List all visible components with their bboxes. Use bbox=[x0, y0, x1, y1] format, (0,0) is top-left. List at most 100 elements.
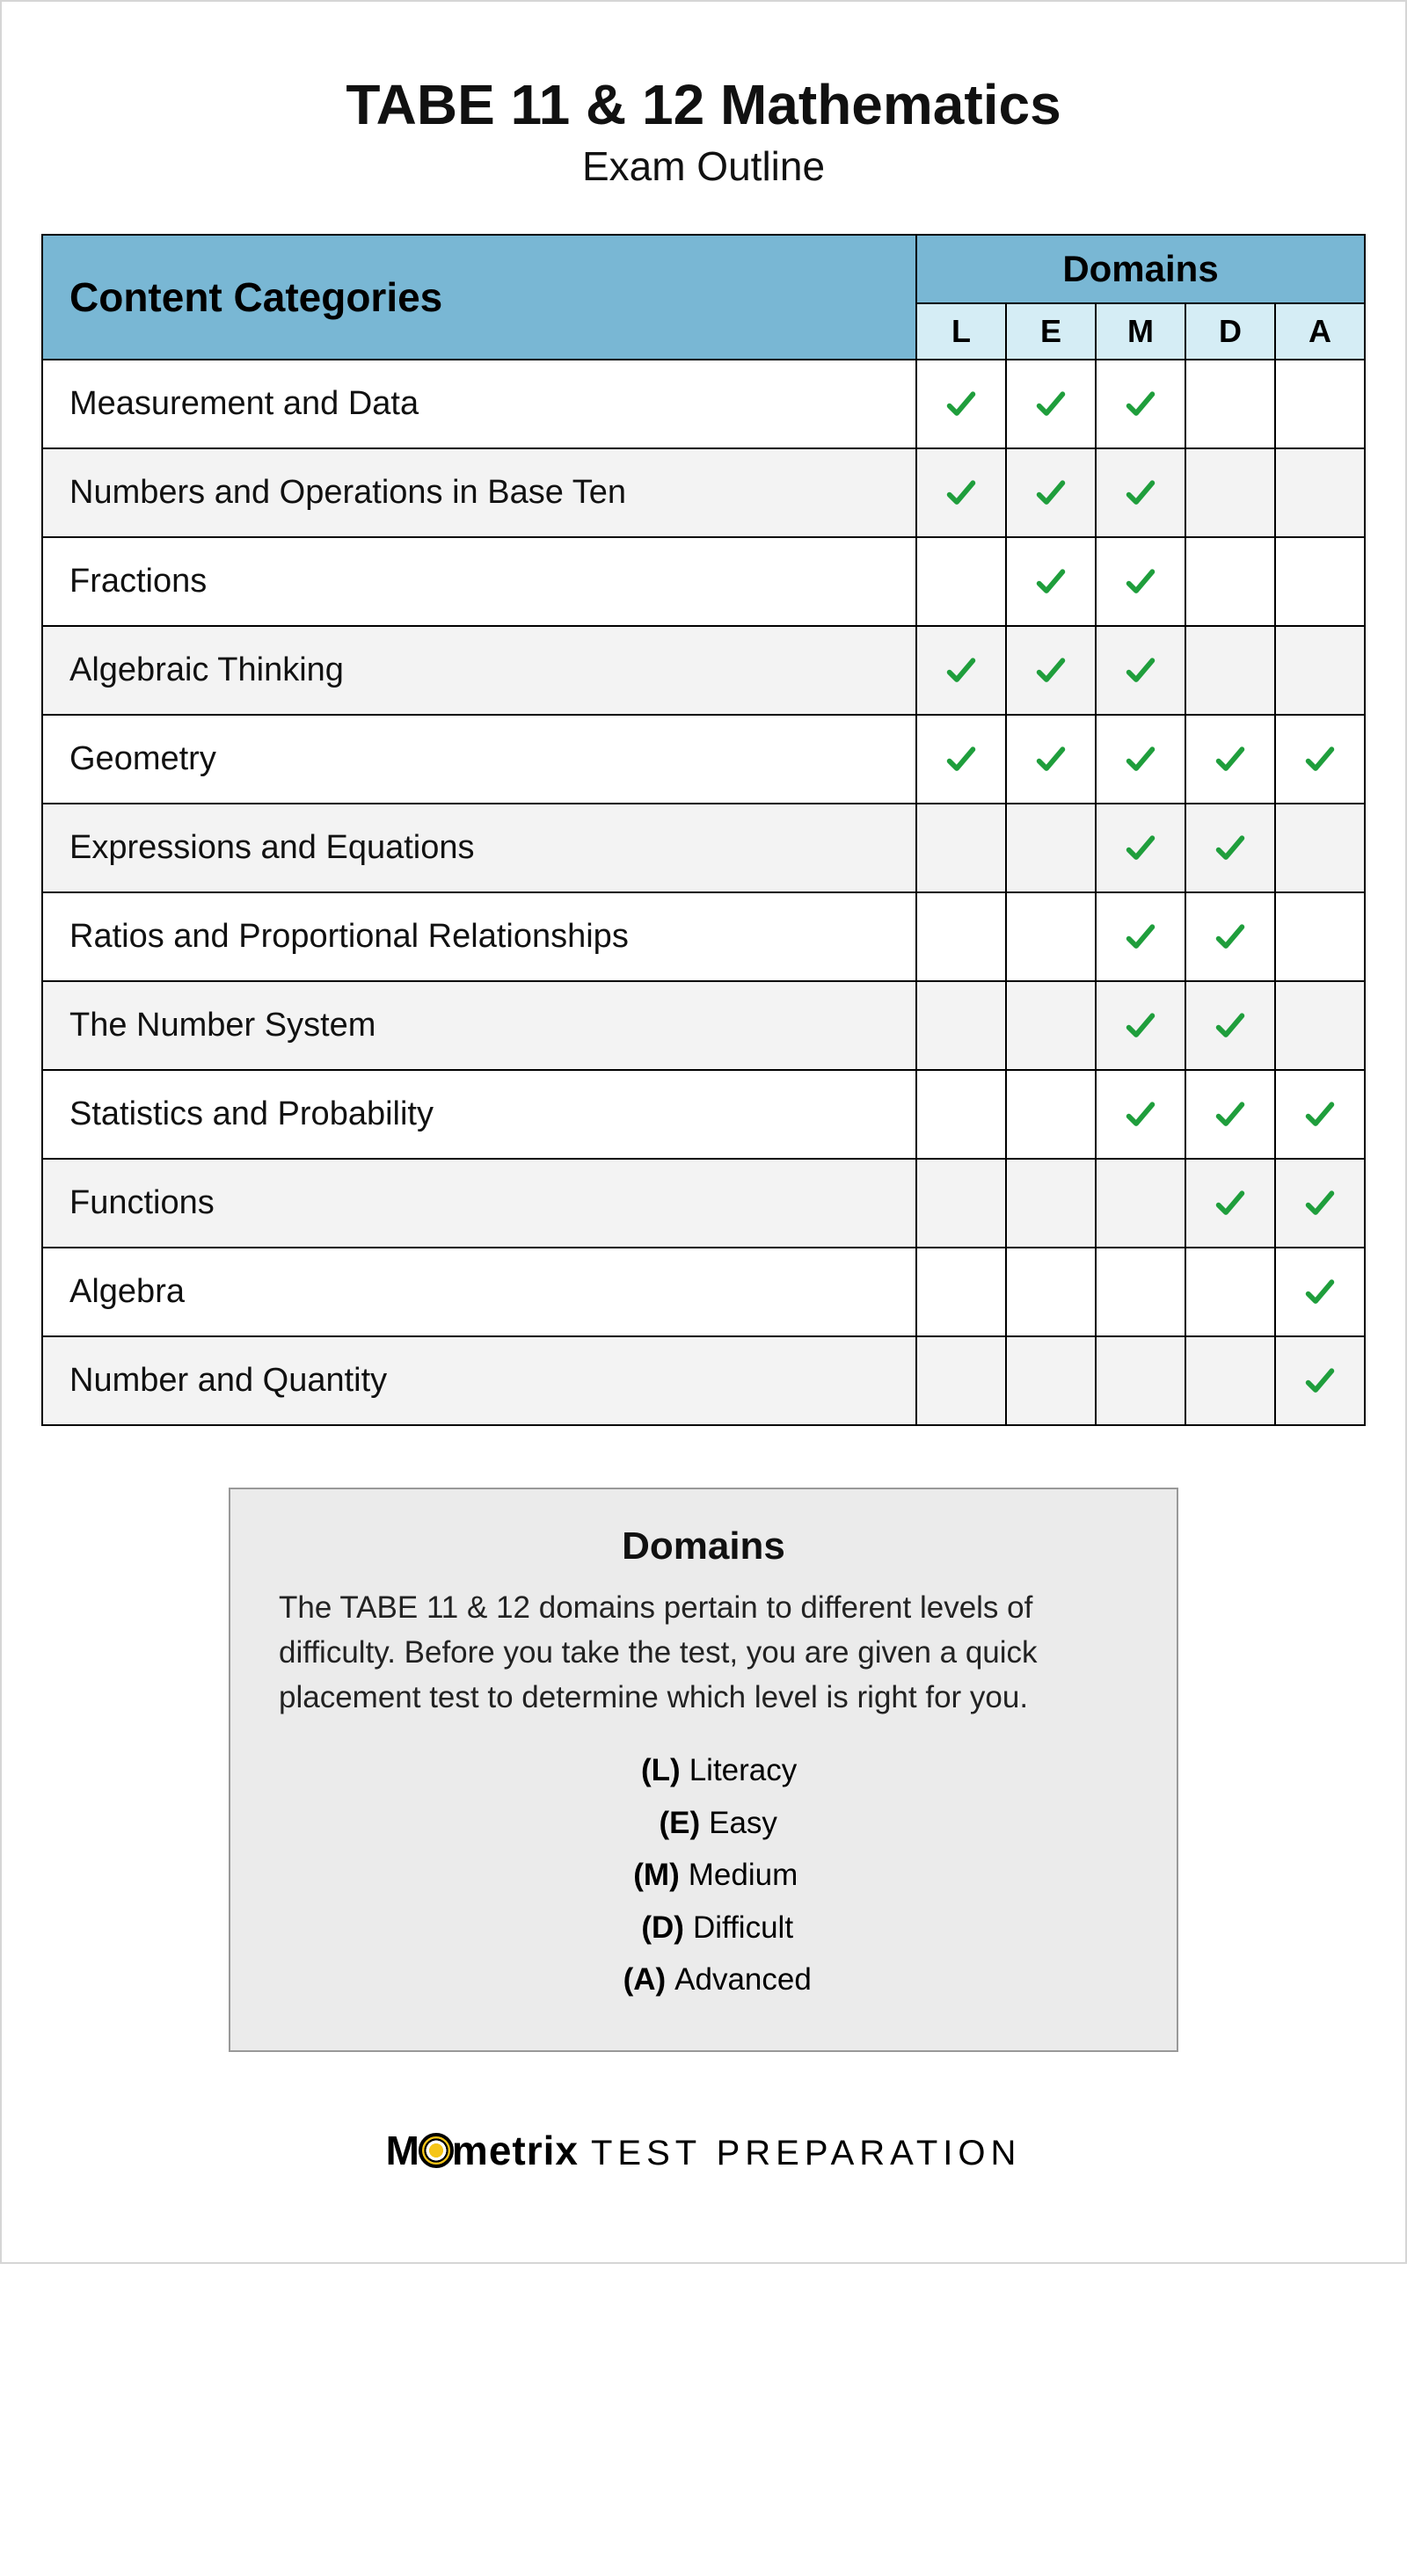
legend-item: (L)Literacy bbox=[279, 1744, 1128, 1797]
bullseye-icon bbox=[419, 2133, 454, 2168]
row-check-cell bbox=[1275, 1248, 1365, 1336]
check-icon bbox=[1123, 831, 1158, 866]
row-check-cell bbox=[916, 537, 1006, 626]
check-icon bbox=[1033, 742, 1068, 777]
header-domain-d: D bbox=[1185, 303, 1275, 360]
legend-item: (M)Medium bbox=[279, 1849, 1128, 1902]
row-check-cell bbox=[1006, 626, 1096, 715]
header-domains: Domains bbox=[916, 235, 1365, 303]
check-icon bbox=[1213, 831, 1248, 866]
check-icon bbox=[1033, 564, 1068, 600]
table-row: Geometry bbox=[42, 715, 1365, 804]
row-check-cell bbox=[1006, 892, 1096, 981]
row-check-cell bbox=[1096, 804, 1185, 892]
row-label: Fractions bbox=[42, 537, 916, 626]
check-icon bbox=[944, 387, 979, 422]
row-check-cell bbox=[1275, 1159, 1365, 1248]
legend-key: (M) bbox=[609, 1849, 680, 1902]
check-icon bbox=[1033, 653, 1068, 688]
legend-value: Advanced bbox=[666, 1954, 812, 2006]
check-icon bbox=[944, 476, 979, 511]
table-row: Ratios and Proportional Relationships bbox=[42, 892, 1365, 981]
check-icon bbox=[1123, 476, 1158, 511]
row-check-cell bbox=[916, 1336, 1006, 1425]
header-domain-a: A bbox=[1275, 303, 1365, 360]
header-domain-l: L bbox=[916, 303, 1006, 360]
legend-item: (E)Easy bbox=[279, 1797, 1128, 1850]
brand-m: M bbox=[386, 2128, 420, 2173]
row-check-cell bbox=[1185, 626, 1275, 715]
row-check-cell bbox=[1275, 626, 1365, 715]
row-check-cell bbox=[916, 804, 1006, 892]
check-icon bbox=[1302, 1097, 1338, 1132]
row-check-cell bbox=[1185, 1336, 1275, 1425]
check-icon bbox=[1123, 564, 1158, 600]
row-check-cell bbox=[916, 892, 1006, 981]
page-subtitle: Exam Outline bbox=[41, 142, 1366, 190]
row-check-cell bbox=[916, 1070, 1006, 1159]
row-label: Algebra bbox=[42, 1248, 916, 1336]
legend-value: Difficult bbox=[684, 1902, 793, 1954]
check-icon bbox=[1123, 653, 1158, 688]
page-title: TABE 11 & 12 Mathematics bbox=[41, 72, 1366, 137]
table-row: Numbers and Operations in Base Ten bbox=[42, 448, 1365, 537]
row-check-cell bbox=[1185, 360, 1275, 448]
row-check-cell bbox=[1185, 981, 1275, 1070]
page-container: TABE 11 & 12 Mathematics Exam Outline Co… bbox=[0, 0, 1407, 2264]
brand-tagline: TEST PREPARATION bbox=[591, 2134, 1021, 2172]
row-check-cell bbox=[1096, 1159, 1185, 1248]
row-check-cell bbox=[1006, 360, 1096, 448]
header-domain-m: M bbox=[1096, 303, 1185, 360]
row-check-cell bbox=[1096, 1336, 1185, 1425]
row-check-cell bbox=[1185, 804, 1275, 892]
check-icon bbox=[1302, 1186, 1338, 1221]
row-check-cell bbox=[1275, 1336, 1365, 1425]
check-icon bbox=[944, 653, 979, 688]
table-row: Algebraic Thinking bbox=[42, 626, 1365, 715]
row-label: The Number System bbox=[42, 981, 916, 1070]
row-check-cell bbox=[1275, 981, 1365, 1070]
row-check-cell bbox=[1006, 1159, 1096, 1248]
row-check-cell bbox=[1275, 537, 1365, 626]
row-check-cell bbox=[1006, 1248, 1096, 1336]
check-icon bbox=[1213, 742, 1248, 777]
row-check-cell bbox=[1185, 892, 1275, 981]
check-icon bbox=[1033, 387, 1068, 422]
legend-key: (A) bbox=[595, 1954, 666, 2006]
table-row: Algebra bbox=[42, 1248, 1365, 1336]
check-icon bbox=[1302, 742, 1338, 777]
header-content-categories: Content Categories bbox=[42, 235, 916, 360]
legend-title: Domains bbox=[279, 1524, 1128, 1568]
legend-description: The TABE 11 & 12 domains pertain to diff… bbox=[279, 1586, 1128, 1720]
check-icon bbox=[1302, 1275, 1338, 1310]
footer-logo: Mmetrix TEST PREPARATION bbox=[41, 2127, 1366, 2174]
check-icon bbox=[1213, 1008, 1248, 1044]
row-check-cell bbox=[1185, 1248, 1275, 1336]
row-check-cell bbox=[916, 626, 1006, 715]
row-label: Number and Quantity bbox=[42, 1336, 916, 1425]
row-label: Measurement and Data bbox=[42, 360, 916, 448]
row-check-cell bbox=[1006, 1070, 1096, 1159]
row-check-cell bbox=[916, 981, 1006, 1070]
row-check-cell bbox=[1096, 448, 1185, 537]
row-check-cell bbox=[1185, 1070, 1275, 1159]
row-check-cell bbox=[916, 448, 1006, 537]
check-icon bbox=[1123, 1008, 1158, 1044]
brand-metrix: metrix bbox=[452, 2128, 579, 2173]
row-check-cell bbox=[1275, 360, 1365, 448]
table-row: Statistics and Probability bbox=[42, 1070, 1365, 1159]
check-icon bbox=[1302, 1364, 1338, 1399]
table-row: Number and Quantity bbox=[42, 1336, 1365, 1425]
legend-value: Medium bbox=[680, 1849, 798, 1902]
row-label: Expressions and Equations bbox=[42, 804, 916, 892]
row-check-cell bbox=[1275, 1070, 1365, 1159]
row-check-cell bbox=[1096, 892, 1185, 981]
row-check-cell bbox=[1185, 448, 1275, 537]
row-label: Algebraic Thinking bbox=[42, 626, 916, 715]
check-icon bbox=[1213, 1186, 1248, 1221]
row-check-cell bbox=[1096, 715, 1185, 804]
row-check-cell bbox=[916, 360, 1006, 448]
legend-list: (L)Literacy(E)Easy(M)Medium(D)Difficult(… bbox=[279, 1744, 1128, 2006]
row-check-cell bbox=[1185, 1159, 1275, 1248]
table-row: Expressions and Equations bbox=[42, 804, 1365, 892]
